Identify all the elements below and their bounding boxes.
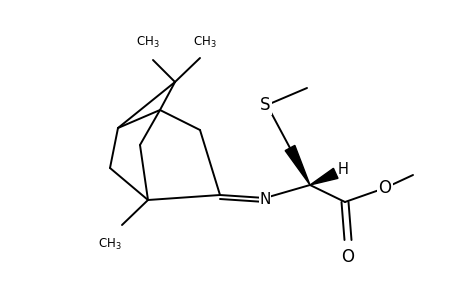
Text: S: S bbox=[259, 96, 270, 114]
Text: O: O bbox=[378, 179, 391, 197]
Text: CH$_3$: CH$_3$ bbox=[193, 35, 216, 50]
Polygon shape bbox=[285, 146, 309, 185]
Text: O: O bbox=[341, 248, 354, 266]
Text: CH$_3$: CH$_3$ bbox=[98, 237, 122, 252]
Text: N: N bbox=[259, 193, 270, 208]
Polygon shape bbox=[309, 168, 337, 185]
Text: H: H bbox=[337, 163, 347, 178]
Text: CH$_3$: CH$_3$ bbox=[136, 35, 159, 50]
